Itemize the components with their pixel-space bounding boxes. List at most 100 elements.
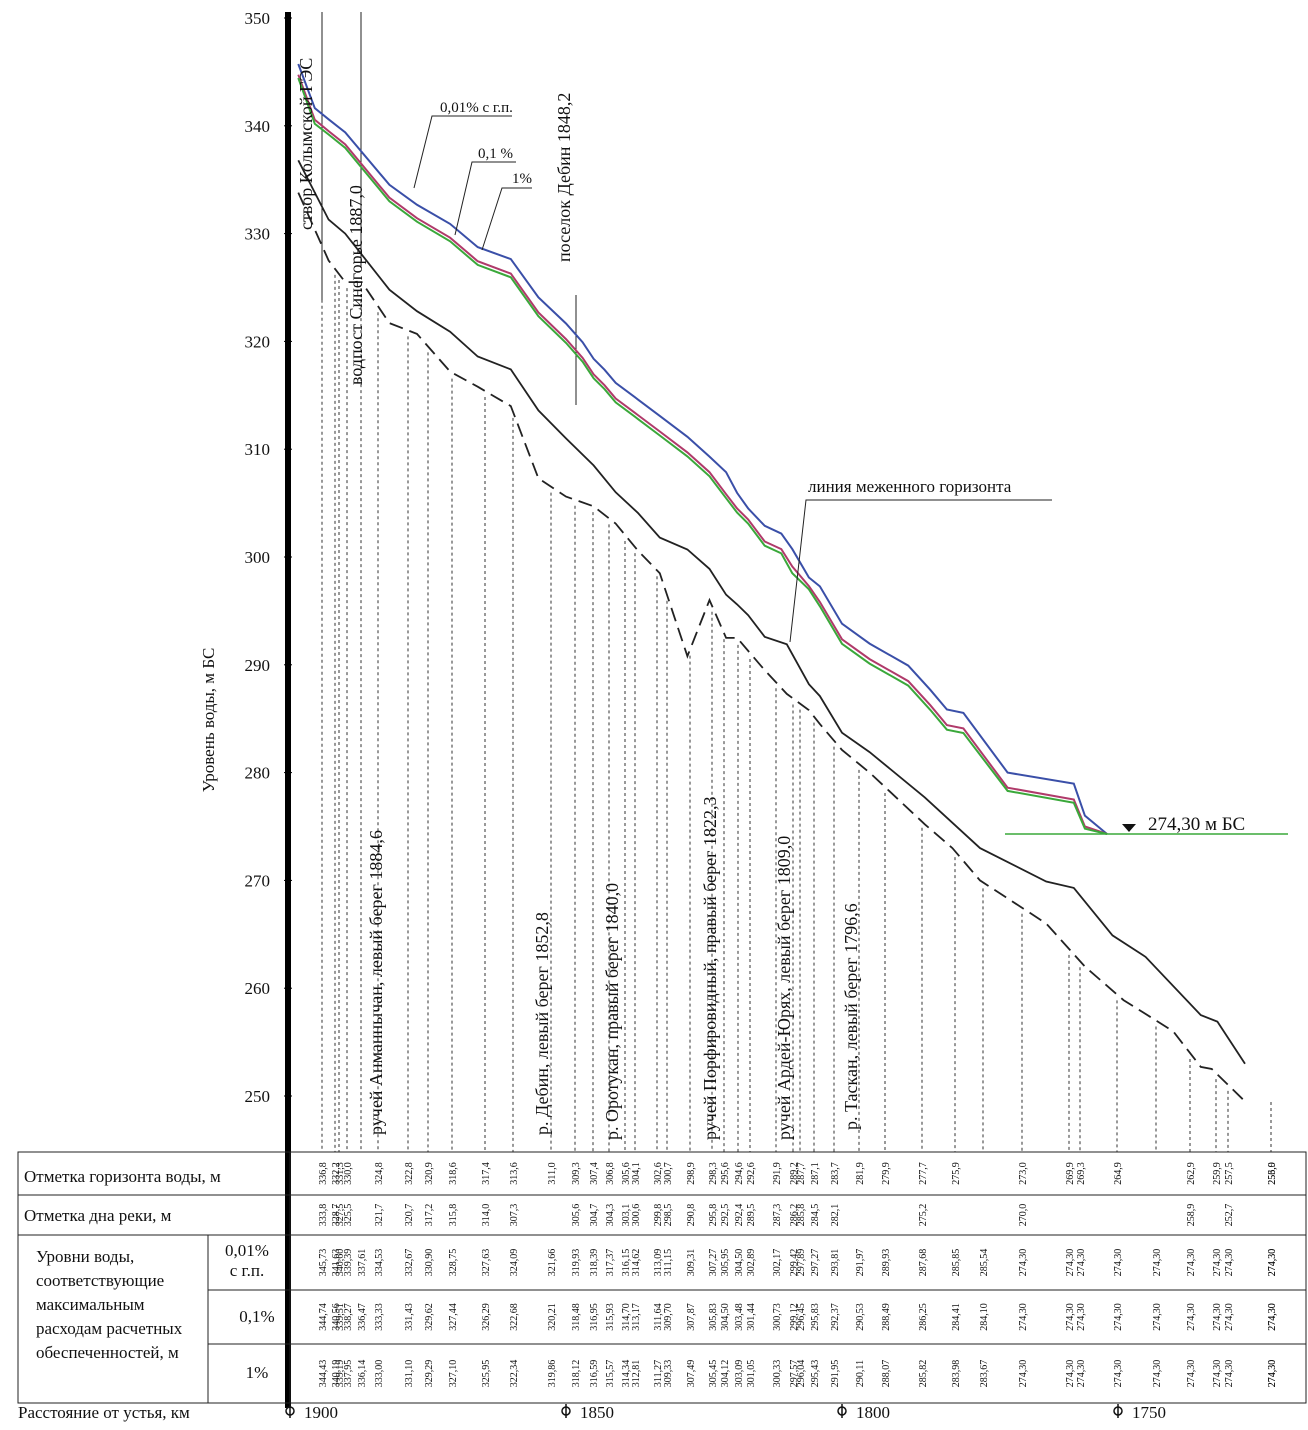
- table-cell-bed: 270,0: [1018, 1204, 1029, 1227]
- table-cell-p1: 329,29: [424, 1360, 435, 1388]
- table-cell-bed: 290,8: [686, 1204, 697, 1227]
- y-tick-label: 250: [245, 1087, 271, 1106]
- y-tick-label: 280: [245, 764, 271, 783]
- table-cell-water: 253,0: [1267, 1162, 1278, 1185]
- table-cell-p001: 317,37: [605, 1249, 616, 1277]
- table-cell-water: 318,6: [448, 1162, 459, 1185]
- y-tick-label: 320: [245, 332, 271, 351]
- table-cell-p01: 336,47: [357, 1303, 368, 1331]
- y-tick-label: 290: [245, 656, 271, 675]
- table-cell-p1: 314,34: [621, 1360, 632, 1388]
- table-cell-bed: 314,0: [481, 1204, 492, 1227]
- table-cell-p001: 313,09: [653, 1249, 664, 1277]
- table-cell-p1: 307,49: [686, 1360, 697, 1388]
- table-cell-p1: 318,12: [571, 1360, 582, 1388]
- table-cell-p01: 274,30: [1224, 1303, 1235, 1331]
- table-cell-p1: 304,12: [720, 1360, 731, 1388]
- table-cell-bed: 303,1: [621, 1204, 632, 1227]
- table-cell-p001: 274,30: [1224, 1249, 1235, 1277]
- table-cell-p001: 314,62: [631, 1249, 642, 1277]
- table-cell-p001: 327,63: [481, 1249, 492, 1277]
- table-cell-p001: 337,61: [357, 1249, 368, 1277]
- row-label-p001: с г.п.: [230, 1261, 264, 1280]
- table-cell-water: 309,3: [571, 1162, 582, 1185]
- table-cell-p001: 274,30: [1267, 1249, 1278, 1277]
- table-cell-p001: 289,93: [881, 1249, 892, 1277]
- series-callout-label: 0,01% с г.п.: [440, 100, 513, 116]
- table-cell-water: 277,7: [918, 1162, 929, 1185]
- table-cell-p001: 309,31: [686, 1249, 697, 1277]
- y-tick-label: 260: [245, 979, 271, 998]
- table-cell-p01: 290,53: [855, 1303, 866, 1331]
- data-table: Отметка горизонта воды, м Отметка дна рек…: [17, 1151, 1307, 1404]
- table-cell-bed: 284,5: [810, 1204, 821, 1227]
- table-cell-p001: 324,09: [509, 1249, 520, 1277]
- callout-leader: [789, 499, 1052, 643]
- table-cell-bed: 299,8: [653, 1204, 664, 1227]
- flood-line-2: [297, 77, 1108, 835]
- table-cell-p01: 315,93: [605, 1303, 616, 1331]
- table-cell-water: 313,6: [509, 1162, 520, 1185]
- table-cell-water: 324,8: [374, 1162, 385, 1185]
- table-cell-water: 320,9: [424, 1162, 435, 1185]
- table-cell-p1: 316,59: [589, 1360, 600, 1388]
- table-cell-p001: 330,90: [424, 1249, 435, 1277]
- table-cell-p01: 333,33: [374, 1303, 385, 1331]
- callout-leader: [481, 187, 532, 251]
- table-cell-p1: 327,10: [448, 1360, 459, 1388]
- table-cell-p01: 274,30: [1076, 1303, 1087, 1331]
- table-cell-p01: 299,12: [789, 1303, 800, 1331]
- table-cell-water: 298,9: [686, 1162, 697, 1185]
- table-cell-p001: 302,89: [746, 1249, 757, 1277]
- table-cell-p01: 284,10: [979, 1303, 990, 1331]
- table-cell-water: 292,6: [746, 1162, 757, 1185]
- landmark-label: ручей Ардей-Юрях, левый берег 1809,0: [774, 836, 794, 1140]
- landmark-label: поселок Дебин 1848,2: [554, 93, 574, 262]
- table-cell-p1: 274,30: [1018, 1360, 1029, 1388]
- table-cell-p001: 302,17: [772, 1249, 783, 1277]
- table-cell-p01: 274,30: [1018, 1303, 1029, 1331]
- table-cell-p01: 322,68: [509, 1303, 520, 1331]
- y-tick-label: 350: [245, 9, 271, 28]
- table-cell-bed: 287,3: [772, 1204, 783, 1227]
- table-cell-p1: 296,04: [796, 1360, 807, 1388]
- table-cell-bed: 315,8: [448, 1204, 459, 1227]
- table-cell-p01: 339,51: [335, 1303, 346, 1331]
- table-cell-p1: 339,19: [335, 1360, 346, 1388]
- table-cell-p1: 274,30: [1267, 1360, 1278, 1388]
- y-tick-label: 310: [245, 440, 271, 459]
- table-cell-p1: 340,19: [331, 1360, 342, 1388]
- reservoir-level-label: 274,30 м БС: [1148, 814, 1245, 835]
- table-cell-water: 330,0: [343, 1162, 354, 1185]
- table-cell-p001: 316,15: [621, 1249, 632, 1277]
- table-cell-water: 273,0: [1018, 1162, 1029, 1185]
- table-cell-water: 256,9: [1267, 1162, 1278, 1185]
- table-cell-p001: 285,54: [979, 1249, 990, 1277]
- table-cell-p01: 309,70: [663, 1303, 674, 1331]
- table-cell-p01: 331,43: [404, 1303, 415, 1331]
- table-cell-bed: 292,4: [734, 1204, 745, 1227]
- x-tick-label: 1900: [304, 1403, 338, 1422]
- table-cell-water: 298,3: [708, 1162, 719, 1185]
- table-cell-bed: 286,2: [789, 1204, 800, 1227]
- table-cell-bed: 258,9: [1186, 1204, 1197, 1227]
- row-label-bed: Отметка дна реки, м: [24, 1206, 172, 1225]
- table-border: [17, 1151, 1307, 1404]
- table-cell-water: 332,2: [331, 1162, 342, 1185]
- low-water-callout-label: линия меженного горизонта: [808, 477, 1012, 496]
- table-cell-p01: 304,50: [720, 1303, 731, 1331]
- table-cell-bed: 285,8: [796, 1204, 807, 1227]
- landmark-label: р. Дебин, левый берег 1852,8: [532, 912, 552, 1135]
- table-cell-p01: 274,30: [1212, 1303, 1223, 1331]
- table-cell-water: 331,3: [335, 1162, 346, 1185]
- y-axis-label: Уровень воды, м БС: [199, 648, 218, 793]
- table-cell-p1: 344,43: [318, 1360, 329, 1388]
- table-cell-water: 281,9: [855, 1162, 866, 1185]
- x-tick-label: 1750: [1132, 1403, 1166, 1422]
- row-label-water: Отметка горизонта воды, м: [24, 1167, 221, 1186]
- table-cell-p01: 274,30: [1152, 1303, 1163, 1331]
- table-cell-p01: 274,30: [1113, 1303, 1124, 1331]
- landmark-label: р. Таскан, левый берег 1796,6: [841, 903, 861, 1130]
- table-cell-p01: 274,30: [1065, 1303, 1076, 1331]
